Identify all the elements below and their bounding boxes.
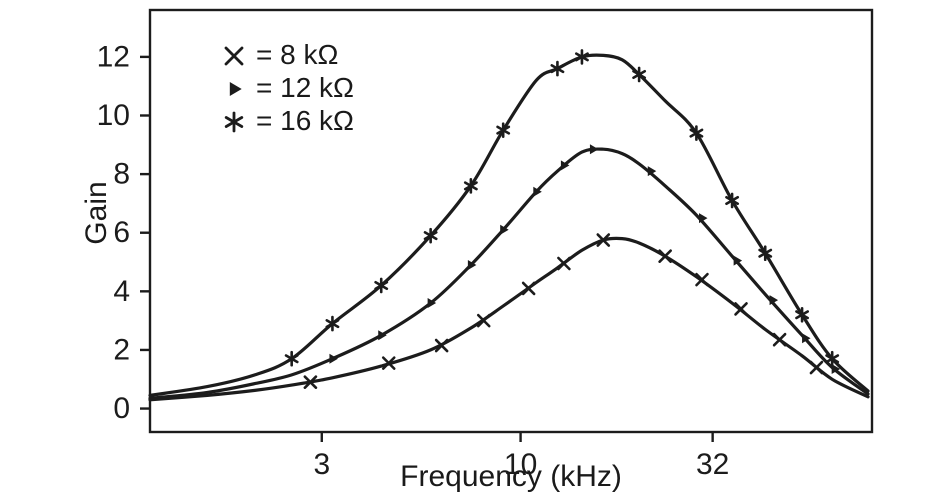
x-marker-icon	[596, 233, 611, 247]
x-marker-icon	[434, 338, 449, 353]
x-marker-icon	[224, 46, 244, 65]
asterisk-marker-icon	[550, 64, 565, 74]
triangle-right-marker-icon	[560, 160, 570, 171]
asterisk-marker-icon	[374, 280, 389, 291]
triangle-right-marker-icon	[589, 144, 599, 155]
x-marker-icon	[381, 356, 396, 370]
x-tick-label: 10	[504, 448, 537, 481]
y-tick-label: 8	[113, 158, 130, 191]
y-tick-label: 2	[113, 333, 130, 366]
series-curve-12kΩ	[148, 147, 870, 400]
legend-label-8k: = 8 kΩ	[256, 38, 339, 70]
triangle-right-marker-icon	[698, 213, 708, 224]
asterisk-marker-icon	[463, 181, 478, 191]
asterisk-marker-icon	[575, 52, 589, 62]
legend-label-16k: = 16 kΩ	[256, 104, 354, 136]
triangle-right-marker-icon	[229, 81, 242, 96]
x-marker-icon	[772, 332, 787, 347]
triangle-right-marker-icon	[500, 224, 509, 235]
y-tick-label: 4	[113, 275, 130, 308]
triangle-right-marker-icon	[647, 166, 657, 177]
asterisk-marker-icon	[725, 195, 740, 206]
triangle-right-marker-icon	[378, 330, 387, 341]
legend-item-12k: = 12 kΩ	[222, 71, 354, 104]
y-tick-label: 10	[97, 99, 130, 132]
x-marker-icon	[695, 272, 709, 287]
triangle-right-marker-icon	[802, 333, 811, 344]
y-tick-label: 6	[113, 216, 130, 249]
triangle-right-marker-icon	[427, 298, 437, 309]
triangle-right-marker-icon	[733, 255, 743, 266]
x-tick-label: 3	[313, 448, 330, 481]
asterisk-marker-icon	[496, 125, 511, 135]
asterisk-marker-icon	[825, 354, 840, 364]
series-curve-16kΩ	[148, 53, 870, 397]
x-marker-icon	[521, 281, 536, 296]
legend-item-8k: = 8 kΩ	[222, 38, 354, 71]
legend-item-16k: = 16 kΩ	[222, 104, 354, 137]
triangle-right-marker-icon	[229, 81, 242, 96]
triangle-right-marker-icon	[329, 353, 338, 364]
asterisk-marker-icon	[423, 231, 438, 241]
asterisk-marker-icon	[632, 69, 647, 80]
asterisk-marker-icon	[325, 319, 340, 329]
plot-frame	[148, 8, 874, 434]
x-marker-icon	[303, 375, 318, 389]
triangle-right-marker-icon	[831, 363, 841, 374]
triangle-right-marker-icon	[533, 186, 542, 197]
y-tick-label: 0	[113, 392, 130, 425]
x-marker-icon	[224, 46, 244, 65]
x-marker-icon	[557, 256, 571, 271]
triangle-right-marker-icon	[769, 295, 779, 306]
asterisk-marker-icon	[758, 248, 773, 258]
x-marker-icon	[809, 360, 824, 375]
triangle-right-marker-icon	[467, 259, 477, 270]
asterisk-marker-icon	[224, 111, 244, 132]
y-tick-label: 12	[97, 40, 130, 73]
chart-legend: = 8 kΩ = 12 kΩ = 16 kΩ	[222, 38, 354, 137]
asterisk-marker-icon	[284, 354, 299, 364]
asterisk-marker-icon	[795, 310, 810, 320]
legend-label-12k: = 12 kΩ	[256, 71, 354, 103]
x-marker-icon	[734, 302, 748, 316]
x-tick-label: 32	[696, 448, 729, 481]
asterisk-marker-icon	[224, 115, 244, 128]
asterisk-marker-icon	[689, 128, 704, 138]
x-axis-label: Frequency (kHz)	[400, 460, 622, 493]
x-marker-icon	[476, 313, 491, 328]
y-axis-label: Gain	[80, 181, 113, 245]
x-marker-icon	[658, 249, 672, 263]
